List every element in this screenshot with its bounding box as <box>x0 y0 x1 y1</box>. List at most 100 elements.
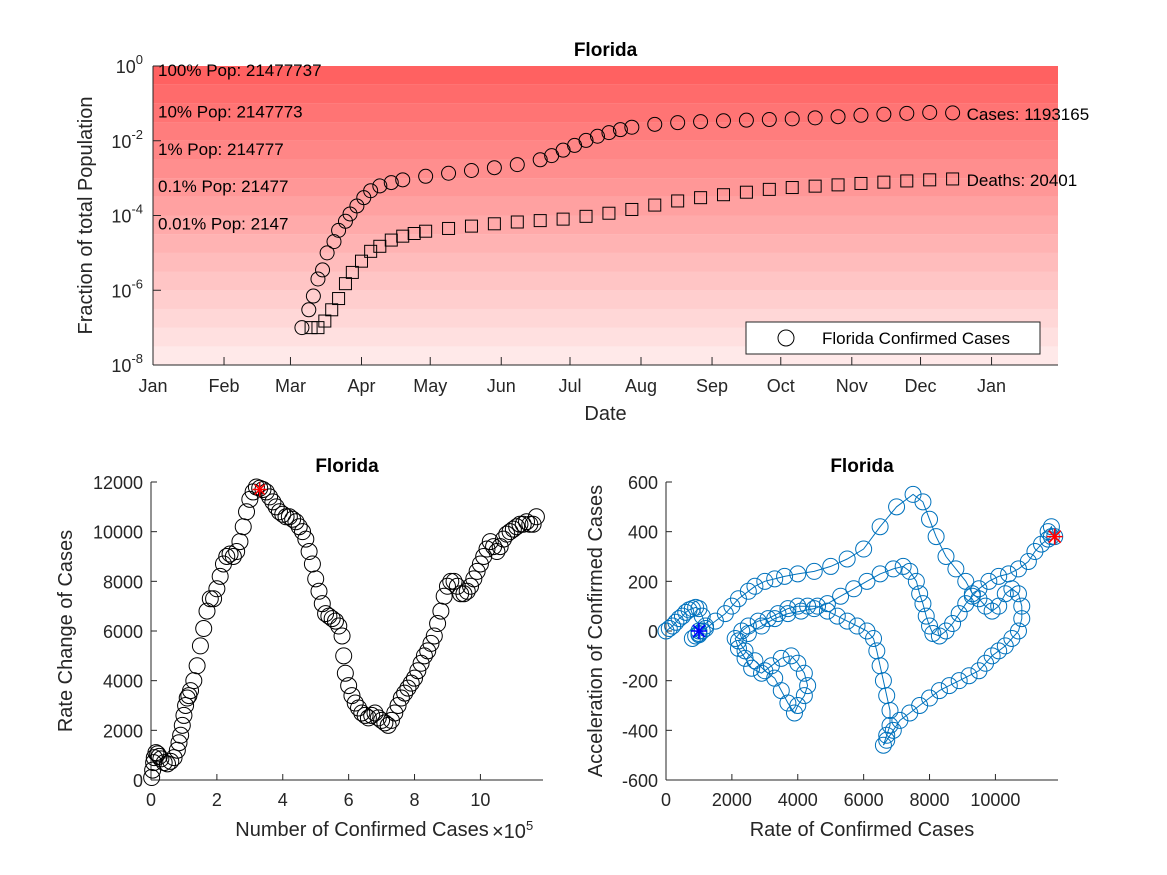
rate-point <box>409 662 427 680</box>
x-tick-label: Jan <box>977 376 1006 396</box>
population-band <box>153 66 1058 85</box>
case-point <box>945 105 961 121</box>
rate-point <box>438 577 456 595</box>
death-point <box>579 209 593 223</box>
y-tick-label: 10-8 <box>111 351 143 376</box>
case-point <box>899 105 915 121</box>
case-point <box>784 111 800 127</box>
acceleration-point <box>756 572 774 590</box>
acceleration-point <box>878 726 896 744</box>
case-point <box>315 262 331 278</box>
acceleration-point <box>977 597 995 615</box>
rate-point <box>191 637 209 655</box>
case-point <box>305 288 321 304</box>
death-point <box>533 214 547 228</box>
case-point <box>612 122 628 138</box>
population-band <box>153 84 1058 104</box>
y-tick-label: 0 <box>648 622 658 642</box>
acceleration-point <box>667 613 685 631</box>
rate-point <box>504 520 522 538</box>
acceleration-point <box>766 610 784 628</box>
x-tick-label: Mar <box>275 376 306 396</box>
acceleration-point <box>871 518 889 536</box>
rate-point <box>442 572 460 590</box>
death-point <box>396 229 410 243</box>
acceleration-point <box>901 562 919 580</box>
case-point <box>853 107 869 123</box>
rate-point <box>335 647 353 665</box>
rate-point <box>307 570 325 588</box>
case-point <box>294 320 310 336</box>
death-point <box>762 182 776 196</box>
rate-point <box>205 590 223 608</box>
y-tick-label: 4000 <box>103 672 143 692</box>
chart-2: 0 2 4 6 8 10 0 2000 4000 6000 8000 10000 12000 Florid… <box>55 456 545 843</box>
acceleration-point <box>1013 610 1031 628</box>
acceleration-point <box>795 664 813 682</box>
acceleration-point <box>799 677 817 695</box>
x-tick-label: 4000 <box>778 790 818 810</box>
death-point <box>739 185 753 199</box>
rate-point <box>152 750 170 768</box>
acceleration-point <box>753 617 771 635</box>
death-point <box>419 224 433 238</box>
case-point <box>738 112 754 128</box>
acceleration-point <box>940 677 958 695</box>
population-band <box>153 271 1058 291</box>
acceleration-point <box>917 607 935 625</box>
rate-point <box>201 590 219 608</box>
y-axis-label: Acceleration of Confirmed Cases <box>585 485 607 777</box>
x-tick-label: Oct <box>767 376 795 396</box>
acceleration-point <box>690 600 708 618</box>
y-tick-label: 0 <box>133 771 143 791</box>
case-point <box>876 106 892 122</box>
rate-point <box>300 543 318 561</box>
death-point <box>556 212 570 226</box>
acceleration-point <box>795 687 813 705</box>
death-point <box>464 219 478 233</box>
acceleration-point <box>779 600 797 618</box>
case-point <box>830 109 846 125</box>
acceleration-point <box>914 595 932 613</box>
y-axis-label: Fraction of total Population <box>75 97 97 335</box>
rate-point <box>261 488 279 506</box>
acceleration-point <box>785 704 803 722</box>
acceleration-point <box>848 617 866 635</box>
acceleration-point <box>805 562 823 580</box>
acceleration-point <box>855 540 873 558</box>
rate-point <box>234 518 252 536</box>
rate-point <box>182 682 200 700</box>
case-point <box>509 157 525 173</box>
acceleration-point <box>828 607 846 625</box>
rate-point <box>238 503 256 521</box>
population-band <box>153 252 1058 272</box>
death-point <box>487 217 501 231</box>
acceleration-point <box>746 577 764 595</box>
rate-point <box>471 555 489 573</box>
start-point-star <box>690 623 707 639</box>
acceleration-point <box>947 560 965 578</box>
rate-point <box>280 508 298 526</box>
rate-point <box>175 706 193 724</box>
rate-point <box>274 505 292 523</box>
case-point <box>715 113 731 129</box>
latest-point-star <box>1046 528 1063 545</box>
death-point <box>808 179 822 193</box>
rate-point <box>228 543 246 561</box>
acceleration-point <box>657 622 675 640</box>
rate-point <box>462 577 480 595</box>
acceleration-point <box>950 605 968 623</box>
acceleration-point <box>660 620 678 638</box>
acceleration-point <box>894 557 912 575</box>
chart-title: Florida <box>574 40 638 61</box>
case-point <box>670 115 686 131</box>
acceleration-point <box>927 528 945 546</box>
x-tick-label: 8000 <box>910 790 950 810</box>
death-point <box>442 221 456 235</box>
y-tick-label: 400 <box>628 523 658 543</box>
acceleration-point <box>871 565 889 583</box>
y-tick-label: 8000 <box>103 572 143 592</box>
acceleration-point <box>822 557 840 575</box>
population-band <box>153 122 1058 141</box>
case-point <box>807 110 823 126</box>
